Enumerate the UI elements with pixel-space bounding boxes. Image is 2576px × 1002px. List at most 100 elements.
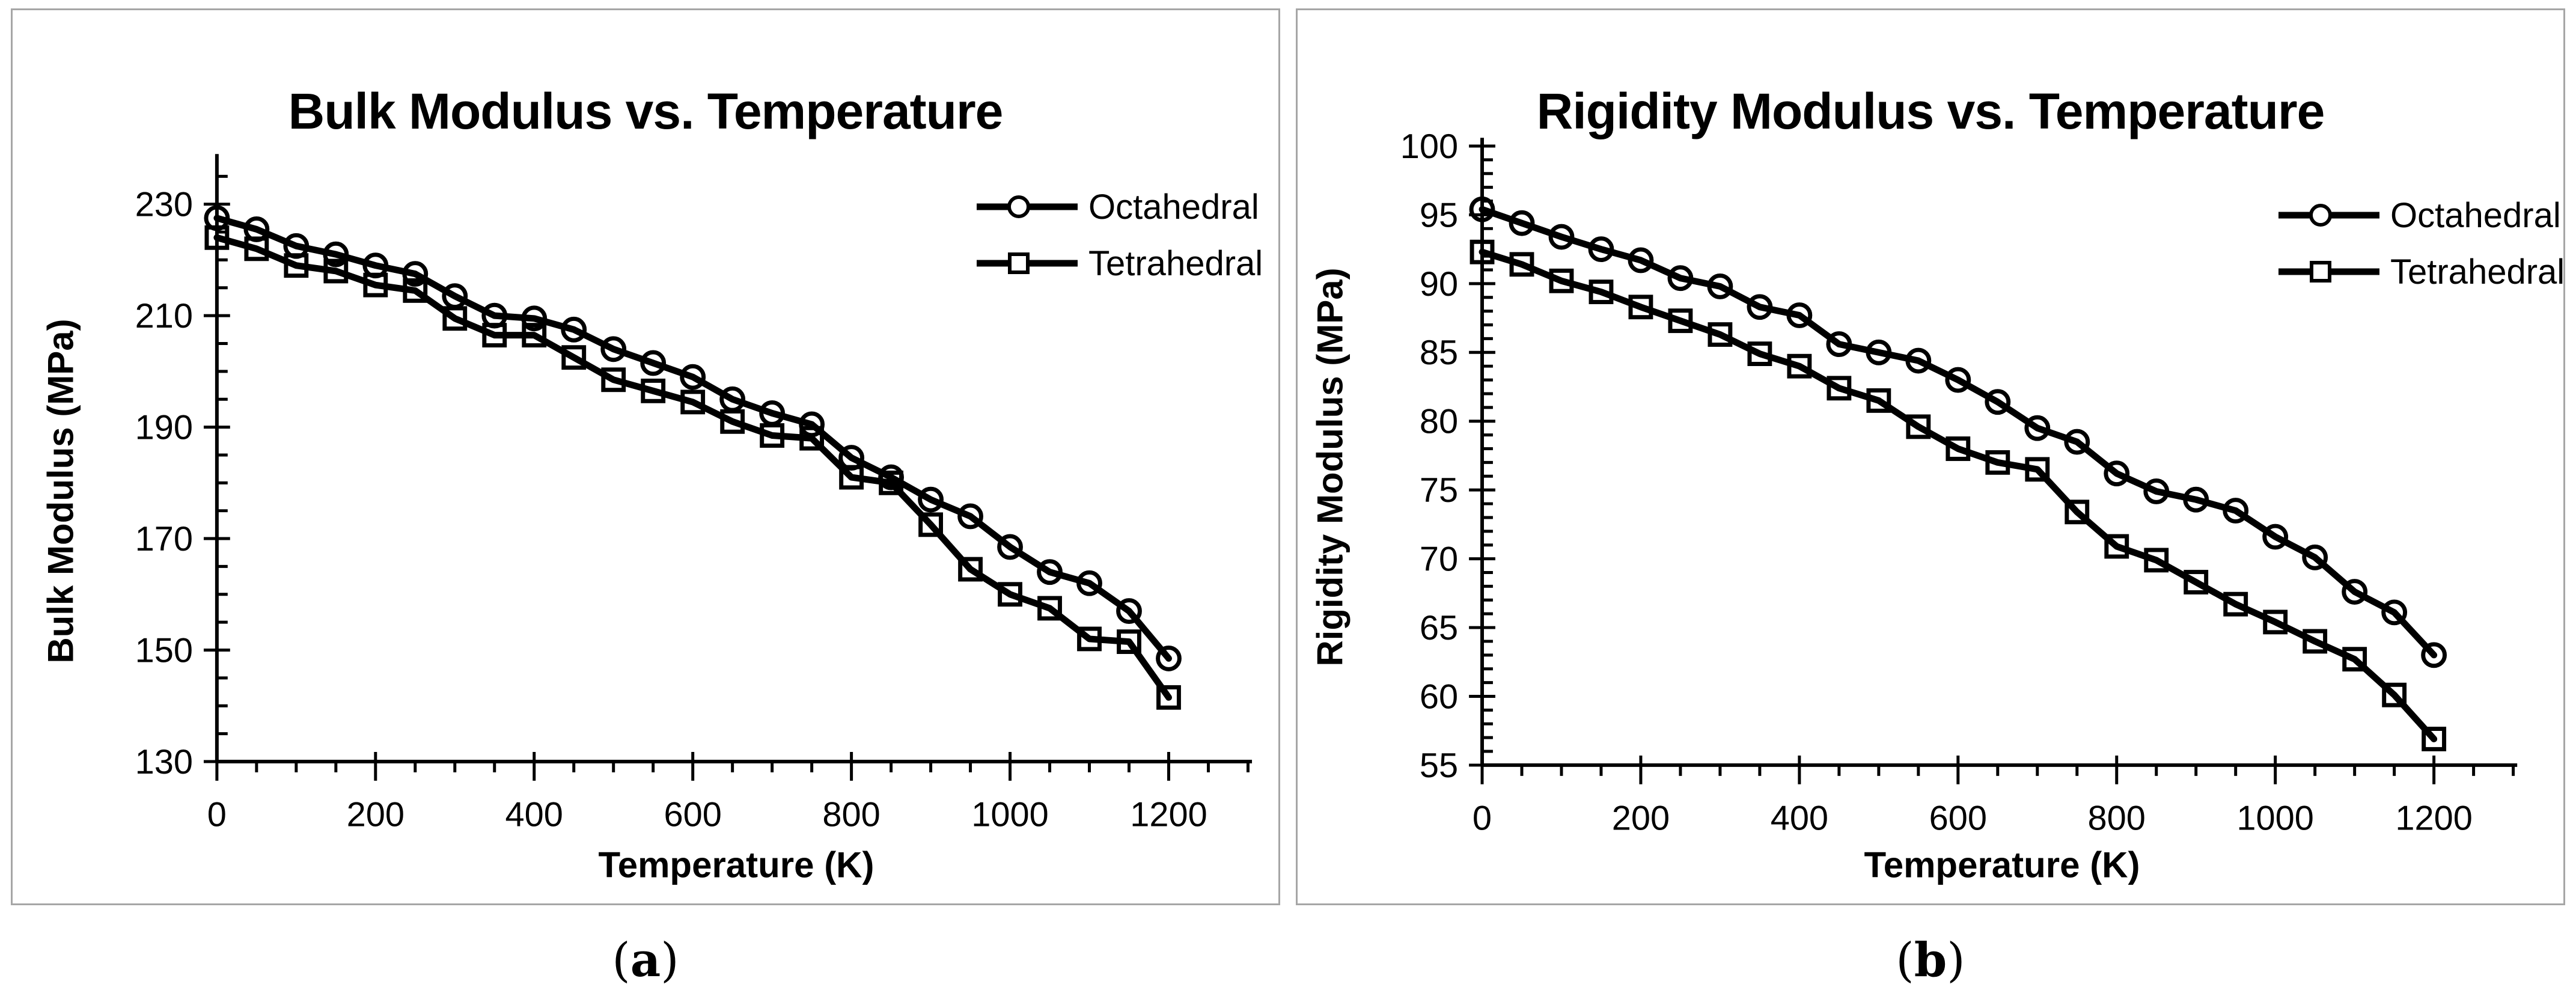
series-line [213,215,1172,662]
legend-label-octahedral: Octahedral [1088,187,1259,227]
square-marker [482,323,507,348]
square-marker [641,378,666,403]
series-line [213,234,1172,701]
circle-marker [1707,273,1733,299]
square-marker-line-icon [977,252,1078,274]
circle-marker [1826,331,1852,357]
circle-marker [2421,642,2447,668]
circle-marker [1786,302,1813,328]
y-tick-label: 130 [135,743,193,781]
square-marker-line-icon [2278,261,2379,283]
circle-marker [1747,294,1773,320]
caption-a: (a) [11,933,1280,988]
square-marker [1747,341,1772,367]
square-marker [720,409,745,434]
square-marker [2104,534,2129,559]
circle-marker [1945,367,1971,393]
axes [215,154,1253,763]
square-marker [284,253,309,278]
circle-marker [1037,559,1063,585]
caption-b-open-paren: ( [1896,933,1914,988]
y-tick-label: 95 [1420,196,1458,234]
square-marker [2342,647,2367,672]
rigidity-modulus-plot: 0 200 400 600 800 1000 1200 55 60 65 70 75 80 85 90 95 1… [1400,127,2518,838]
circle-marker [1156,645,1182,671]
square-marker [1037,596,1062,621]
square-marker [1906,414,1931,439]
square-marker [323,258,349,284]
square-marker [1509,252,1534,277]
square-marker [1077,626,1102,652]
y-tick-label: 80 [1420,403,1458,441]
ticks [203,174,1250,781]
square-marker [1668,308,1693,334]
square-marker [2144,548,2169,573]
square-marker [1708,322,1733,347]
square-marker [879,470,904,495]
circle-marker [1469,196,1495,222]
y-tick-label: 210 [135,297,193,335]
square-marker [1827,376,1852,401]
circle-marker [680,364,706,390]
square-marker [1470,239,1495,264]
square-marker [1946,436,1971,461]
square-marker [799,426,825,451]
circle-marker [1509,210,1535,236]
x-tick-label: 600 [1929,799,1987,837]
square-marker [442,306,468,331]
circle-marker [2064,429,2090,455]
tick-labels: 0 200 400 600 800 1000 1200 55 60 65 70 75 80 85 90 95 1… [1400,127,2473,838]
circle-marker [1866,339,1892,365]
square-marker [680,389,706,415]
y-tick-label: 190 [135,409,193,447]
series-line [1479,248,2438,742]
y-tick-label: 60 [1420,677,1458,716]
square-marker [2422,727,2447,751]
circle-marker [957,503,983,530]
bulk-modulus-chart-panel: 0 200 400 600 800 1000 1200 130 150 170 190 210 230 … [11,8,1280,905]
circle-marker [2104,460,2130,487]
square-marker [1117,629,1141,655]
x-tick-label: 0 [1473,799,1492,837]
square-marker [601,367,626,393]
x-tick-label: 800 [822,796,880,834]
legend-item-octahedral: Octahedral [2277,196,2565,235]
tick-labels: 0 200 400 600 800 1000 1200 130 150 170 190 210 230 [135,186,1207,834]
series-octahedral [1469,196,2447,668]
square-marker [839,465,864,490]
square-marker [1787,353,1812,379]
square-marker [2025,457,2050,482]
x-tick-label: 0 [207,796,227,834]
x-tick-label: 200 [347,796,404,834]
y-tick-label: 100 [1400,127,1458,166]
square-marker [2263,609,2288,635]
square-marker [2382,682,2407,707]
circle-marker [1548,224,1575,250]
y-tick-label: 70 [1420,540,1458,579]
circle-marker [640,350,667,376]
caption-a-close-paren: ) [661,933,679,988]
circle-marker-line-icon [977,195,1078,218]
circle-marker [2342,579,2368,605]
y-tick-label: 90 [1420,265,1458,304]
circle-marker [997,534,1023,560]
circle-marker [1628,247,1654,273]
y-tick-label: 75 [1420,471,1458,510]
x-tick-label: 1200 [2395,799,2472,837]
square-marker [2065,499,2090,525]
square-marker [1589,280,1614,305]
caption-a-letter: a [630,933,661,988]
circle-marker-line-icon [2278,204,2379,227]
circle-marker [1985,389,2011,415]
circle-marker [521,305,548,332]
legend-bulk: Octahedral Tetrahedral [975,188,1263,306]
square-marker [561,345,587,370]
circle-marker [600,336,627,362]
square-marker [958,557,983,582]
square-marker [204,225,230,250]
x-tick-label: 1200 [1130,796,1207,834]
x-axis-title-rigidity: Temperature (K) [1864,845,2140,885]
x-tick-label: 400 [505,796,563,834]
square-marker [918,512,944,537]
